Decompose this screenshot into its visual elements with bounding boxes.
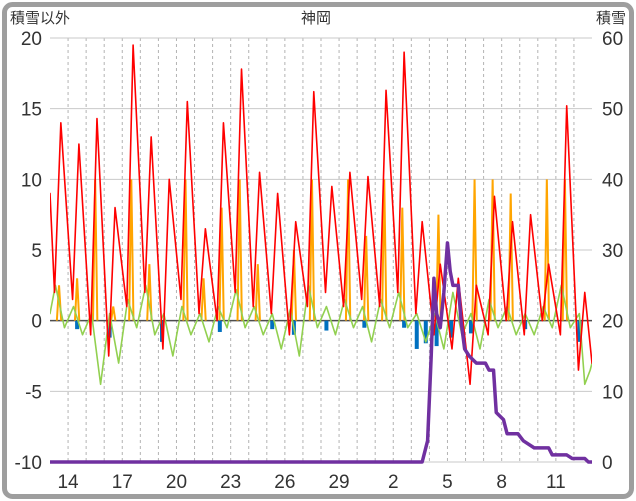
sunshine-spikes xyxy=(218,207,225,321)
right-axis-title: 積雪 xyxy=(596,10,626,27)
left-axis-tick-label: -10 xyxy=(15,453,42,474)
precipitation-bars xyxy=(217,320,222,332)
precipitation-bars xyxy=(414,320,419,349)
sunshine-spikes xyxy=(435,214,442,321)
sunshine-spikes xyxy=(254,264,261,321)
x-axis-tick-label: 14 xyxy=(57,472,79,493)
right-axis-tick-label: 0 xyxy=(602,453,613,474)
x-axis-tick-label: 20 xyxy=(166,472,187,493)
right-axis-tick-label: 30 xyxy=(602,241,623,262)
sunshine-spikes xyxy=(344,179,352,321)
left-axis-tick-label: -5 xyxy=(25,382,42,403)
sunshine-spikes xyxy=(399,207,406,321)
precipitation-bars xyxy=(402,320,407,328)
right-axis-tick-label: 10 xyxy=(602,382,623,403)
right-axis-tick-label: 60 xyxy=(602,29,623,50)
left-axis-tick-label: 20 xyxy=(21,29,42,50)
snow-depth-line xyxy=(50,241,592,464)
precipitation-bars xyxy=(270,320,275,330)
sunshine-spikes xyxy=(110,306,117,321)
x-axis-tick-label: 2 xyxy=(388,472,399,493)
precipitation-bars xyxy=(577,320,582,342)
sunshine-spikes xyxy=(73,278,81,321)
sunshine-spikes xyxy=(146,264,153,321)
precipitation-bars xyxy=(362,320,367,328)
x-axis-tick-label: 29 xyxy=(328,472,349,493)
sunshine-spikes xyxy=(128,179,135,321)
x-axis-tick-label: 11 xyxy=(546,472,566,493)
temperature-line xyxy=(50,44,592,386)
sunshine-spikes xyxy=(471,179,478,321)
precipitation-bars xyxy=(434,320,439,347)
chart-title: 神岡 xyxy=(301,10,331,27)
x-axis-tick-label: 17 xyxy=(112,472,133,493)
green-line xyxy=(50,284,592,386)
left-axis-title: 積雪以外 xyxy=(10,10,70,27)
left-axis-tick-label: 10 xyxy=(21,170,42,191)
series-group xyxy=(50,44,592,464)
precipitation-bars xyxy=(324,320,329,331)
precipitation-bars xyxy=(449,320,454,338)
right-axis-tick-label: 20 xyxy=(602,312,623,333)
precipitation-bars xyxy=(423,320,428,344)
precipitation-bars xyxy=(468,320,473,334)
x-axis-tick-label: 26 xyxy=(274,472,295,493)
precipitation-bars xyxy=(75,320,80,330)
right-axis-tick-label: 50 xyxy=(602,100,623,121)
left-axis-tick-label: 0 xyxy=(31,312,42,333)
sunshine-spikes xyxy=(362,235,370,321)
x-axis-tick-label: 23 xyxy=(220,472,241,493)
x-axis-tick-label: 8 xyxy=(496,472,507,493)
left-axis-tick-label: 5 xyxy=(31,241,42,262)
right-axis-tick-label: 40 xyxy=(602,170,623,191)
sunshine-spikes xyxy=(236,179,243,321)
left-axis-tick-label: 15 xyxy=(21,100,42,121)
sunshine-spikes xyxy=(200,278,207,321)
x-axis-tick-label: 5 xyxy=(442,472,453,493)
